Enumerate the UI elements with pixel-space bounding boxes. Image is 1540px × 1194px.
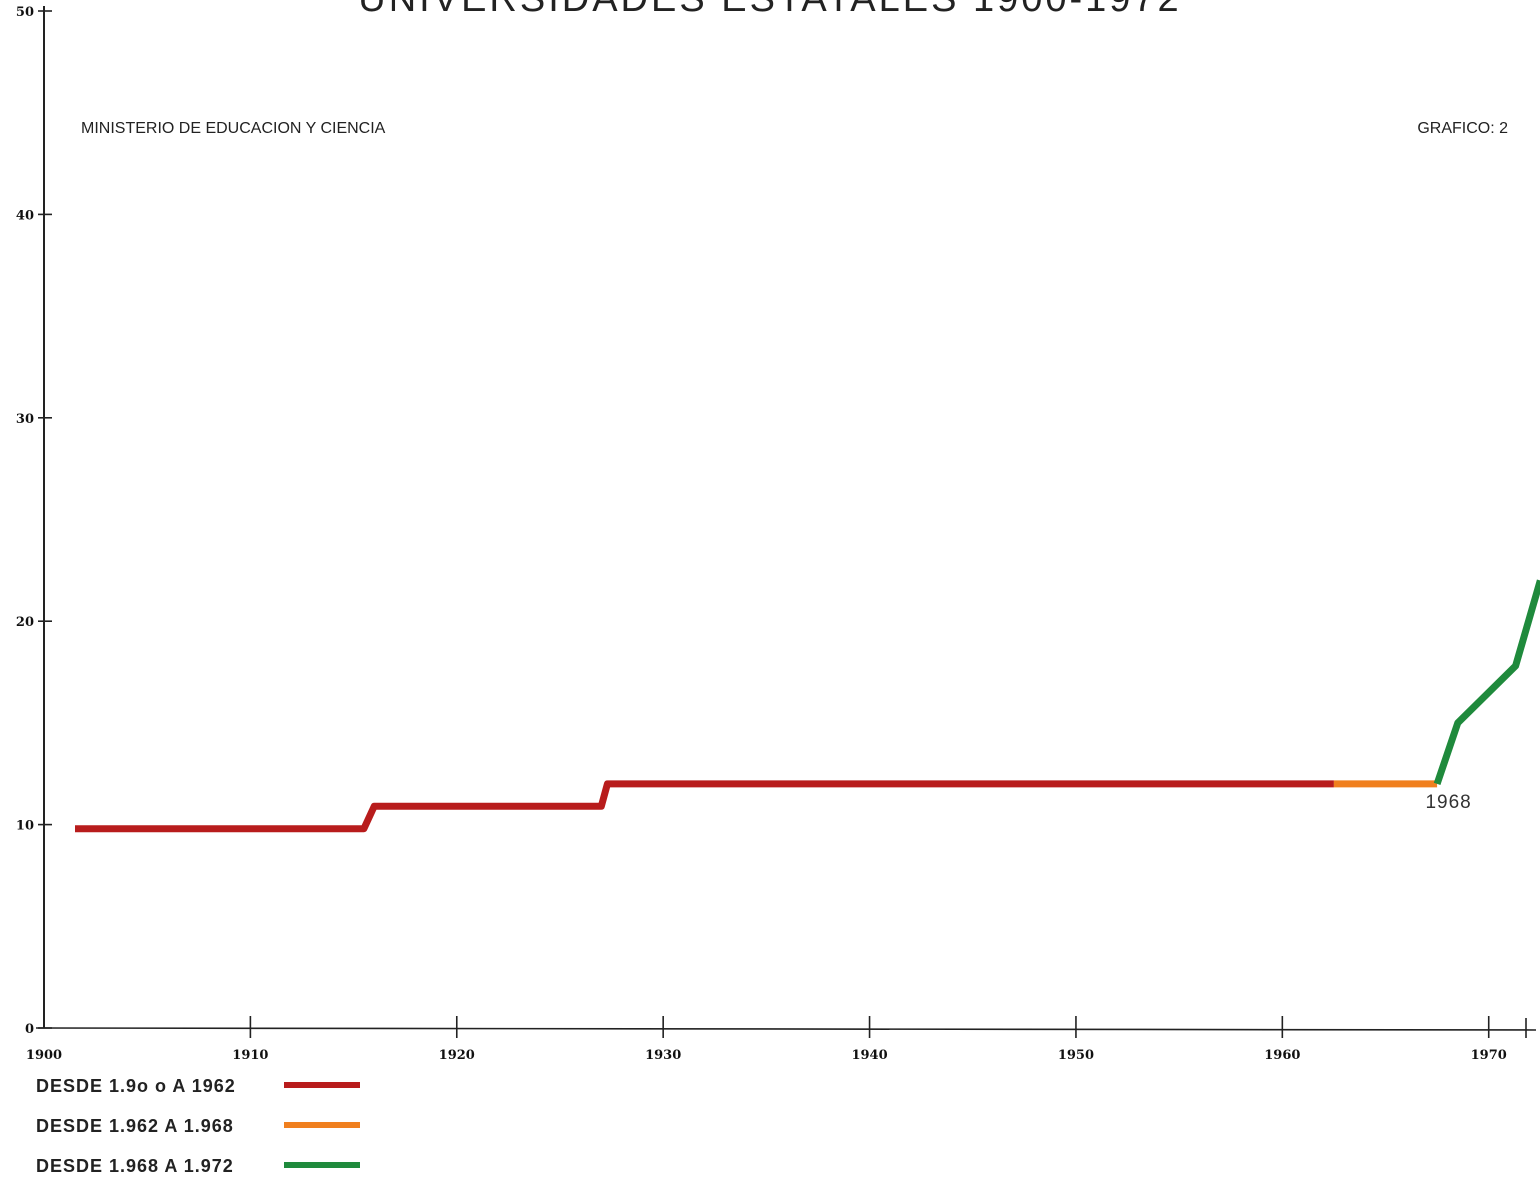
y-tick-label: 0 [25, 1022, 34, 1037]
y-tick-label: 40 [16, 208, 34, 223]
series-layer [75, 579, 1540, 833]
legend-swatch [284, 1122, 360, 1128]
annotation-layer: 1968 [1425, 792, 1471, 813]
x-tick-label: 1940 [851, 1048, 887, 1063]
legend-label: DESDE 1.962 A 1.968 [36, 1116, 234, 1136]
legend: DESDE 1.9o o A 1962 DESDE 1.962 A 1.968 … [34, 1074, 374, 1194]
x-tick-label: 1900 [26, 1048, 62, 1063]
y-tick-label: 50 [16, 5, 34, 20]
annotation-label: 1968 [1425, 792, 1471, 813]
axes: 0 10 20 30 40 50 1900 1910 1920 1930 1940 1950 1960 1… [16, 5, 1537, 1063]
legend-item: DESDE 1.968 A 1.972 [34, 1154, 374, 1194]
series-line [1433, 579, 1540, 786]
x-tick-label: 1920 [439, 1048, 475, 1063]
legend-item: DESDE 1.962 A 1.968 [34, 1114, 374, 1154]
y-tick-label: 10 [16, 819, 34, 834]
x-tick-label: 1950 [1058, 1048, 1094, 1063]
legend-item: DESDE 1.9o o A 1962 [34, 1074, 374, 1114]
chart-title: UNIVERSIDADES ESTATALES 1900-1972 [0, 0, 1540, 21]
y-tick-label: 20 [16, 615, 34, 630]
legend-label: DESDE 1.9o o A 1962 [36, 1076, 236, 1096]
x-axis-line [35, 1027, 1537, 1031]
x-tick-label: 1930 [645, 1048, 681, 1063]
series-line [75, 780, 1334, 833]
x-tick-label: 1970 [1471, 1048, 1507, 1063]
x-tick-label: 1910 [232, 1048, 268, 1063]
agency-label: MINISTERIO DE EDUCACION Y CIENCIA [81, 120, 386, 137]
legend-swatch [284, 1162, 360, 1168]
x-tick-label: 1960 [1264, 1048, 1300, 1063]
legend-label: DESDE 1.968 A 1.972 [36, 1156, 234, 1176]
y-tick-label: 30 [16, 412, 34, 427]
legend-swatch [284, 1082, 360, 1088]
graph-number: GRAFICO: 2 [1417, 120, 1508, 137]
